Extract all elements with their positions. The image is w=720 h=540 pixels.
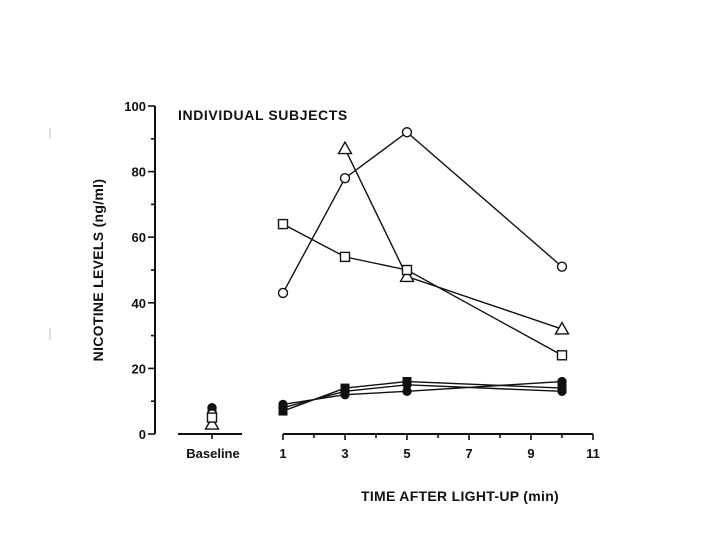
chart-title: INDIVIDUAL SUBJECTS — [178, 107, 348, 123]
series-line-3 — [282, 223, 563, 356]
x-tick-label: 1 — [279, 446, 286, 461]
baseline-label: Baseline — [186, 446, 239, 461]
data-point-series-2 — [554, 321, 570, 335]
baseline-point-series-3 — [206, 412, 218, 423]
data-point-series-6 — [557, 386, 567, 397]
data-point-series-3 — [401, 264, 413, 276]
x-tick-label: 9 — [527, 446, 534, 461]
y-tick-label: 20 — [132, 361, 146, 376]
y-tick-label: 100 — [124, 99, 146, 114]
data-point-series-3 — [339, 251, 351, 263]
data-point-series-2 — [337, 140, 353, 155]
y-tick-label: 80 — [132, 165, 146, 180]
x-tick-label: 5 — [403, 446, 410, 461]
series-line-6 — [282, 384, 563, 409]
y-axis-title: NICOTINE LEVELS (ng/ml) — [90, 179, 106, 362]
data-point-series-1 — [556, 261, 568, 272]
y-tick-label: 0 — [139, 427, 146, 442]
x-axis-title: TIME AFTER LIGHT-UP (min) — [361, 488, 559, 504]
x-tick-label: 3 — [341, 446, 348, 461]
axes: 0 20 40 60 80 100 1 3 5 7 9 11 — [124, 99, 600, 461]
data-point-series-2 — [399, 268, 415, 283]
data-point-series-1 — [401, 127, 413, 138]
y-tick-label: 40 — [132, 296, 146, 311]
series-layer — [204, 127, 570, 430]
data-point-series-1 — [339, 172, 351, 184]
data-point-series-1 — [277, 287, 289, 299]
data-point-series-6 — [278, 403, 288, 413]
data-point-series-6 — [402, 380, 412, 390]
x-tick-label: 11 — [586, 446, 600, 461]
baseline-point-series-2 — [204, 416, 220, 430]
y-tick-label: 60 — [132, 230, 146, 245]
data-point-series-6 — [340, 386, 350, 397]
series-line-1 — [282, 131, 563, 294]
x-tick-label: 7 — [465, 446, 472, 461]
data-point-series-3 — [277, 218, 289, 230]
data-point-series-3 — [556, 350, 568, 361]
